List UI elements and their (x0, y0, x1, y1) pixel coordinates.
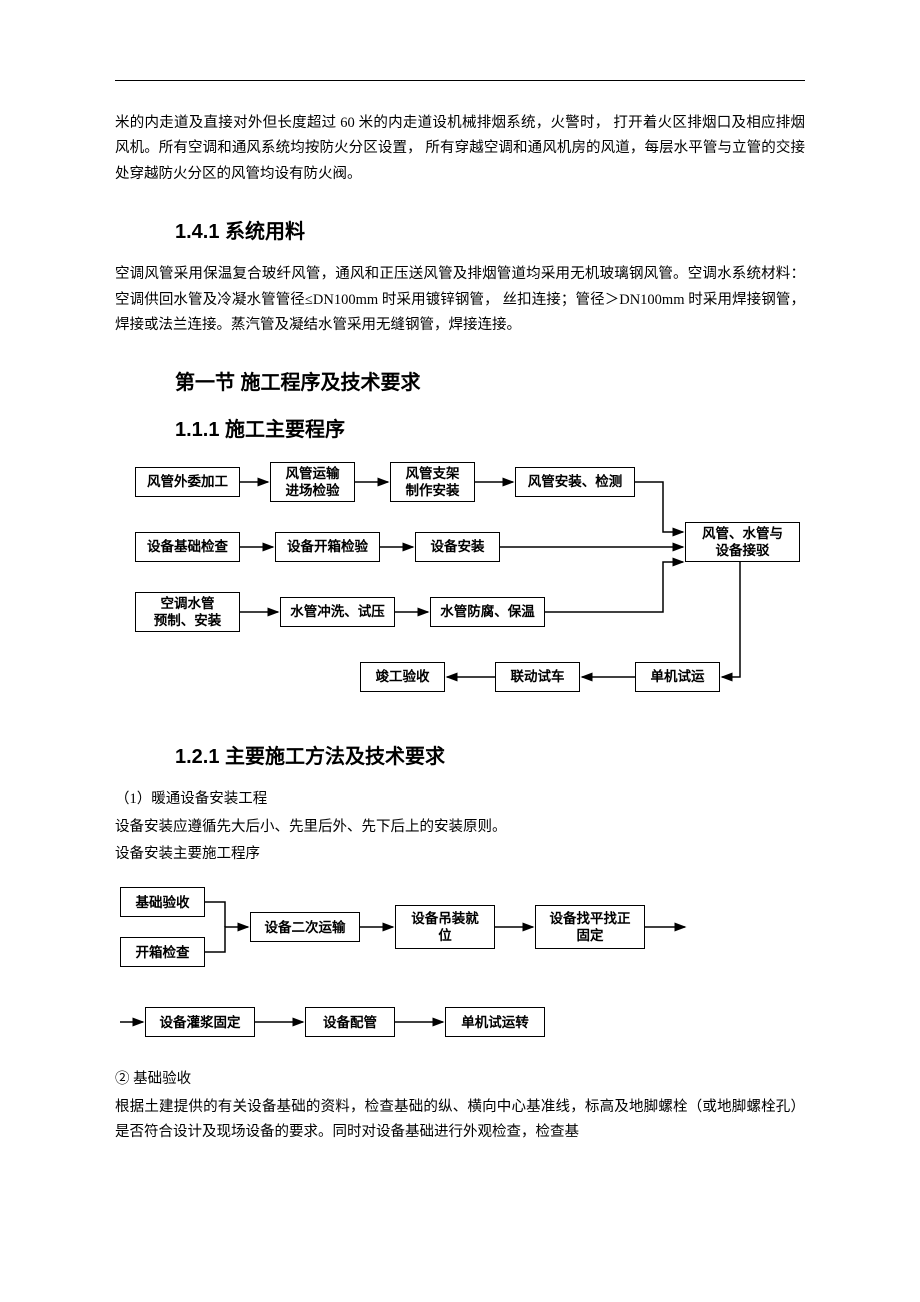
node-equip-install: 设备安装 (415, 532, 500, 562)
node2-test: 单机试运转 (445, 1007, 545, 1037)
node2-hoist: 设备吊装就 位 (395, 905, 495, 949)
node-water-prefab: 空调水管 预制、安装 (135, 592, 240, 632)
node2-level: 设备找平找正 固定 (535, 905, 645, 949)
sub-2: 设备安装应遵循先大后小、先里后外、先下后上的安装原则。 (115, 815, 805, 840)
para-1-4-1: 空调风管采用保温复合玻纤风管，通风和正压送风管及排烟管道均采用无机玻璃钢风管。空… (115, 262, 805, 338)
node-duct-outsource: 风管外委加工 (135, 467, 240, 497)
node2-transport: 设备二次运输 (250, 912, 360, 942)
node-water-insulate: 水管防腐、保温 (430, 597, 545, 627)
node-equip-unbox: 设备开箱检验 (275, 532, 380, 562)
intro-paragraph: 米的内走道及直接对外但长度超过 60 米的内走道设机械排烟系统，火警时， 打开着… (115, 111, 805, 187)
sub-3: 设备安装主要施工程序 (115, 842, 805, 867)
heading-section-1: 第一节 施工程序及技术要求 (175, 366, 805, 395)
node-completion: 竣工验收 (360, 662, 445, 692)
footer-1: ② 基础验收 (115, 1067, 805, 1092)
node-link-test: 联动试车 (495, 662, 580, 692)
node-water-flush: 水管冲洗、试压 (280, 597, 395, 627)
node2-foundation: 基础验收 (120, 887, 205, 917)
page: 米的内走道及直接对外但长度超过 60 米的内走道设机械排烟系统，火警时， 打开着… (0, 0, 920, 1212)
heading-1-1-1: 1.1.1 施工主要程序 (175, 413, 805, 442)
node-equip-foundation: 设备基础检查 (135, 532, 240, 562)
node2-grout: 设备灌浆固定 (145, 1007, 255, 1037)
header-rule (115, 80, 805, 81)
heading-1-4-1: 1.4.1 系统用料 (175, 215, 805, 244)
footer-2: 根据土建提供的有关设备基础的资料，检查基础的纵、横向中心基准线，标高及地脚螺栓（… (115, 1095, 805, 1146)
node2-piping: 设备配管 (305, 1007, 395, 1037)
node2-unbox: 开箱检查 (120, 937, 205, 967)
flowchart-main-procedure: 风管外委加工 风管运输 进场检验 风管支架 制作安装 风管安装、检测 设备基础检… (115, 462, 805, 712)
heading-1-2-1: 1.2.1 主要施工方法及技术要求 (175, 740, 805, 769)
sub-1: （1）暖通设备安装工程 (115, 787, 805, 812)
node-single-test: 单机试运 (635, 662, 720, 692)
flowchart-equipment-install: 基础验收 开箱检查 设备二次运输 设备吊装就 位 设备找平找正 固定 设备灌浆固… (115, 887, 805, 1057)
node-duct-transport: 风管运输 进场检验 (270, 462, 355, 502)
node-connect: 风管、水管与 设备接驳 (685, 522, 800, 562)
node-duct-install: 风管安装、检测 (515, 467, 635, 497)
node-duct-bracket: 风管支架 制作安装 (390, 462, 475, 502)
